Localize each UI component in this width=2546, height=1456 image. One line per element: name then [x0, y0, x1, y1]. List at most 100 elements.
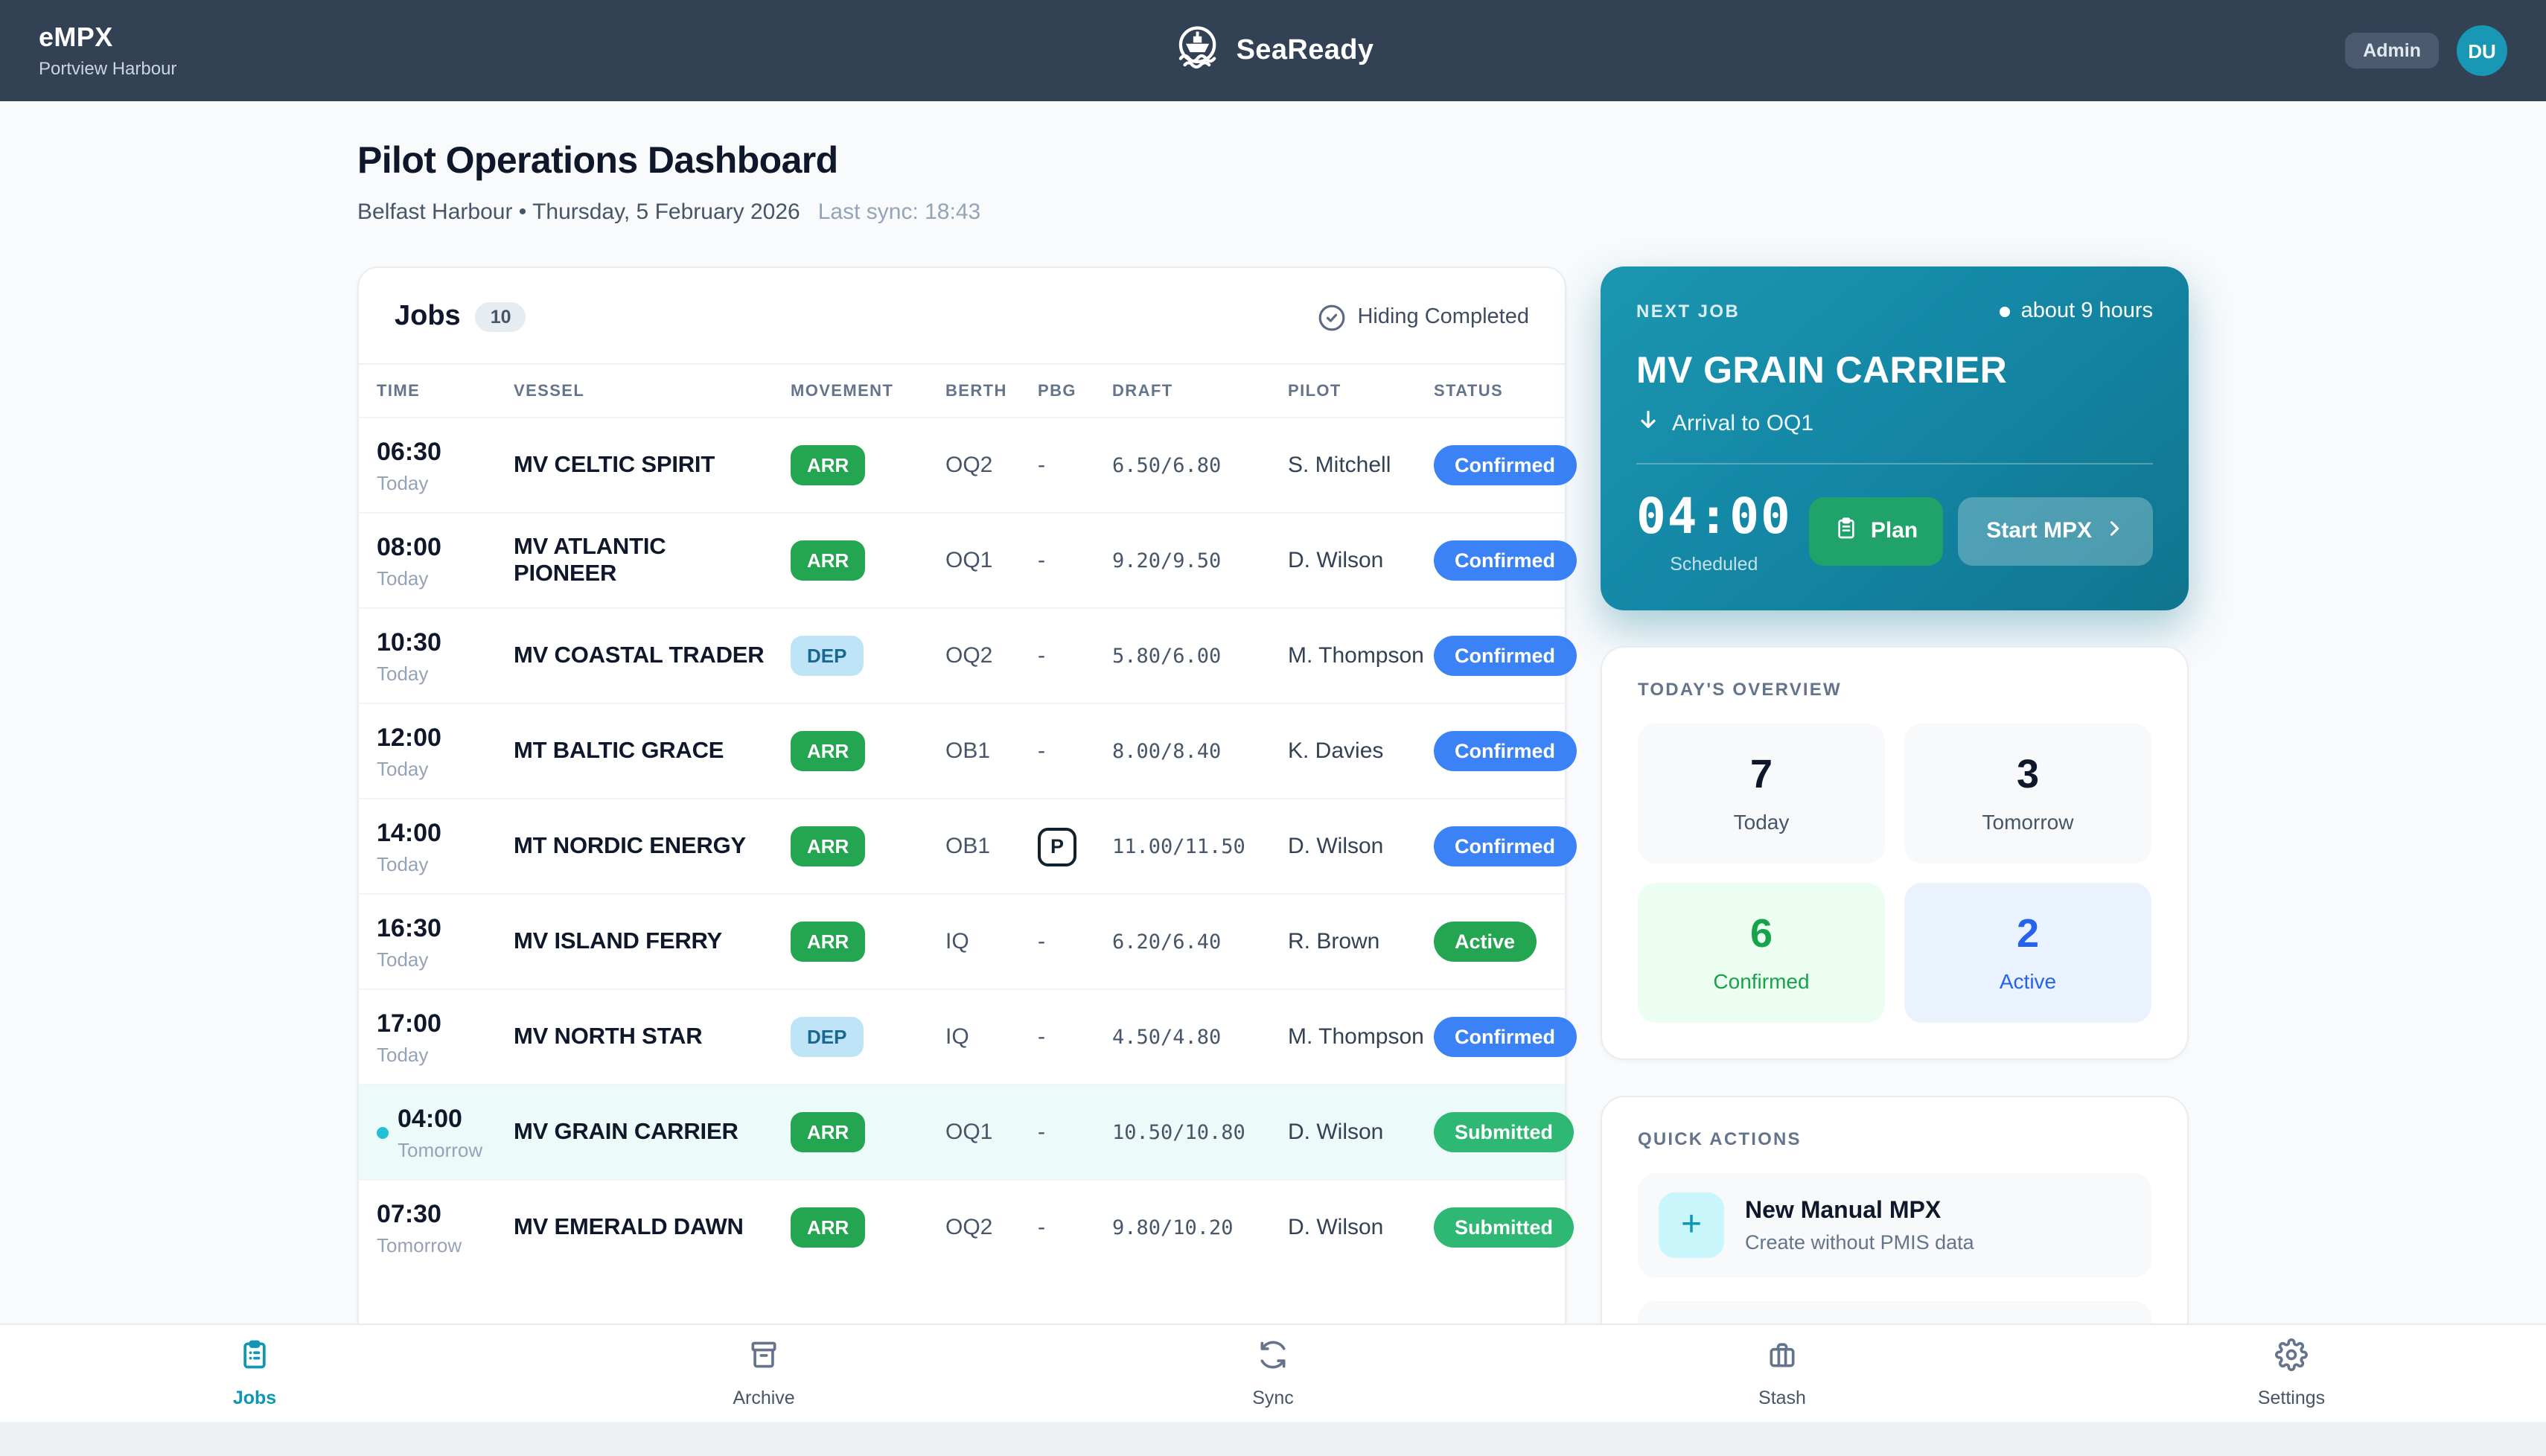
job-time: 07:30 Tomorrow	[377, 1199, 462, 1256]
movement-cell: DEP	[791, 1017, 945, 1057]
berth-value: OQ2	[945, 453, 993, 478]
movement-cell: DEP	[791, 636, 945, 676]
job-time-cell: 16:30 Today	[377, 913, 514, 970]
nav-item-sync[interactable]: Sync	[1018, 1325, 1528, 1422]
table-row[interactable]: 16:30 Today MV ISLAND FERRY ARR IQ - 6.2…	[359, 893, 1565, 989]
vessel-name: MV ATLANTIC PIONEER	[514, 534, 666, 586]
col-vessel: VESSEL	[514, 382, 585, 400]
table-row[interactable]: 06:30 Today MV CELTIC SPIRIT ARR OQ2 - 6…	[359, 417, 1576, 512]
new-manual-mpx-action[interactable]: + New Manual MPX Create without PMIS dat…	[1638, 1173, 2151, 1277]
pilot-name: D. Wilson	[1288, 1120, 1384, 1145]
next-job-header: NEXT JOB about 9 hours	[1636, 299, 2153, 323]
next-job-footer: 04:00 Scheduled Plan Start MPX	[1636, 487, 2153, 575]
status-badge: Submitted	[1434, 1207, 1574, 1247]
clipboard-icon	[238, 1338, 271, 1379]
overview-grid: 7 Today 3 Tomorrow 6 Confirmed 2 Active	[1638, 724, 2151, 1023]
status-cell: Submitted	[1434, 1207, 1574, 1247]
pilot-name: M. Thompson	[1288, 643, 1424, 668]
refresh-icon	[1257, 1338, 1289, 1379]
plan-button[interactable]: Plan	[1809, 496, 1944, 565]
col-movement: MOVEMENT	[791, 382, 894, 400]
table-row[interactable]: 04:00 Tomorrow MV GRAIN CARRIER ARR OQ1 …	[359, 1084, 1574, 1179]
page-head: Pilot Operations Dashboard Belfast Harbo…	[357, 140, 2189, 225]
vessel-name: MV NORTH STAR	[514, 1024, 703, 1049]
col-pbg: PBG	[1038, 382, 1076, 400]
pbg-value: P	[1038, 827, 1112, 866]
nav-item-jobs[interactable]: Jobs	[0, 1325, 509, 1422]
eta-text: about 9 hours	[2020, 299, 2153, 323]
pilot-name: D. Wilson	[1288, 548, 1384, 573]
arrow-down-icon	[1636, 408, 1660, 438]
nav-label-archive: Archive	[733, 1388, 795, 1408]
movement-badge: DEP	[791, 636, 864, 676]
clipboard-plan-icon	[1835, 516, 1859, 546]
status-cell: Confirmed	[1434, 540, 1576, 580]
vessel-name: MV CELTIC SPIRIT	[514, 452, 715, 477]
job-time: 16:30 Today	[377, 913, 441, 970]
pbg-value: -	[1038, 1120, 1045, 1145]
new-manual-mpx-text: New Manual MPX Create without PMIS data	[1745, 1198, 1974, 1253]
table-row[interactable]: 10:30 Today MV COASTAL TRADER DEP OQ2 - …	[359, 607, 1576, 703]
table-row[interactable]: 08:00 Today MV ATLANTIC PIONEER ARR OQ1 …	[359, 512, 1576, 607]
hiding-completed-toggle[interactable]: Hiding Completed	[1317, 303, 1529, 331]
nav-item-archive[interactable]: Archive	[509, 1325, 1018, 1422]
pbg-badge: P	[1038, 827, 1076, 866]
action-name: New Manual MPX	[1745, 1198, 1942, 1223]
job-time-cell: 17:00 Today	[377, 1009, 514, 1065]
movement-badge: ARR	[791, 445, 866, 485]
stat-confirmed: 6 Confirmed	[1638, 883, 1885, 1023]
status-cell: Confirmed	[1434, 1016, 1576, 1056]
status-badge: Confirmed	[1434, 826, 1576, 866]
job-time: 06:30 Today	[377, 437, 441, 494]
next-job-label: NEXT JOB	[1636, 301, 1741, 322]
col-pilot: PILOT	[1288, 382, 1341, 400]
berth-value: IQ	[945, 1024, 969, 1050]
page-subtitle: Belfast Harbour • Thursday, 5 February 2…	[357, 199, 2189, 225]
nav-item-stash[interactable]: Stash	[1528, 1325, 2037, 1422]
vessel-name: MV ISLAND FERRY	[514, 928, 723, 954]
check-circle-icon	[1317, 303, 1345, 331]
pbg-value: -	[1038, 738, 1045, 764]
movement-cell: ARR	[791, 540, 945, 581]
table-row[interactable]: 07:30 Tomorrow MV EMERALD DAWN ARR OQ2 -…	[359, 1179, 1574, 1274]
berth-value: IQ	[945, 929, 969, 954]
avatar[interactable]: DU	[2457, 25, 2507, 76]
quick-actions-title: QUICK ACTIONS	[1638, 1128, 1802, 1149]
vessel-name: MV EMERALD DAWN	[514, 1214, 744, 1239]
start-mpx-button[interactable]: Start MPX	[1958, 496, 2153, 565]
job-time: 17:00 Today	[377, 1009, 441, 1065]
jobs-title: Jobs	[395, 301, 461, 332]
harbour-date: Belfast Harbour • Thursday, 5 February 2…	[357, 199, 800, 225]
eta-dot-icon	[2000, 306, 2011, 316]
start-mpx-label: Start MPX	[1986, 518, 2092, 543]
status-cell: Confirmed	[1434, 730, 1576, 770]
nav-label-settings: Settings	[2257, 1388, 2326, 1408]
movement-badge: ARR	[791, 1112, 866, 1152]
stat-today-value: 7	[1749, 752, 1773, 796]
logo-text: SeaReady	[1236, 34, 1374, 66]
next-job-actions: Plan Start MPX	[1809, 496, 2153, 565]
vessel-name: MT BALTIC GRACE	[514, 738, 724, 763]
footer-strip	[0, 1422, 2546, 1456]
status-badge: Confirmed	[1434, 1016, 1576, 1056]
movement-cell: ARR	[791, 1207, 945, 1248]
nav-item-settings[interactable]: Settings	[2037, 1325, 2546, 1422]
col-time: TIME	[377, 382, 421, 400]
job-time: 12:00 Today	[377, 723, 441, 779]
table-row[interactable]: 17:00 Today MV NORTH STAR DEP IQ - 4.50/…	[359, 989, 1576, 1084]
status-cell: Confirmed	[1434, 444, 1576, 485]
table-row[interactable]: 14:00 Today MT NORDIC ENERGY ARR OB1 P 1…	[359, 798, 1576, 893]
movement-badge: ARR	[791, 731, 866, 771]
stat-today: 7 Today	[1638, 724, 1885, 863]
stat-tomorrow-label: Tomorrow	[1982, 810, 2074, 834]
berth-value: OB1	[945, 738, 991, 764]
table-row[interactable]: 12:00 Today MT BALTIC GRACE ARR OB1 - 8.…	[359, 703, 1576, 798]
plus-icon: +	[1659, 1192, 1724, 1258]
vessel-name: MV COASTAL TRADER	[514, 642, 765, 668]
overview-title: TODAY'S OVERVIEW	[1638, 679, 1842, 700]
jobs-table-body: 06:30 Today MV CELTIC SPIRIT ARR OQ2 - 6…	[359, 417, 1576, 1274]
movement-cell: ARR	[791, 445, 945, 485]
pbg-value: -	[1038, 929, 1045, 954]
draft-value: 6.20/6.40	[1112, 930, 1222, 954]
